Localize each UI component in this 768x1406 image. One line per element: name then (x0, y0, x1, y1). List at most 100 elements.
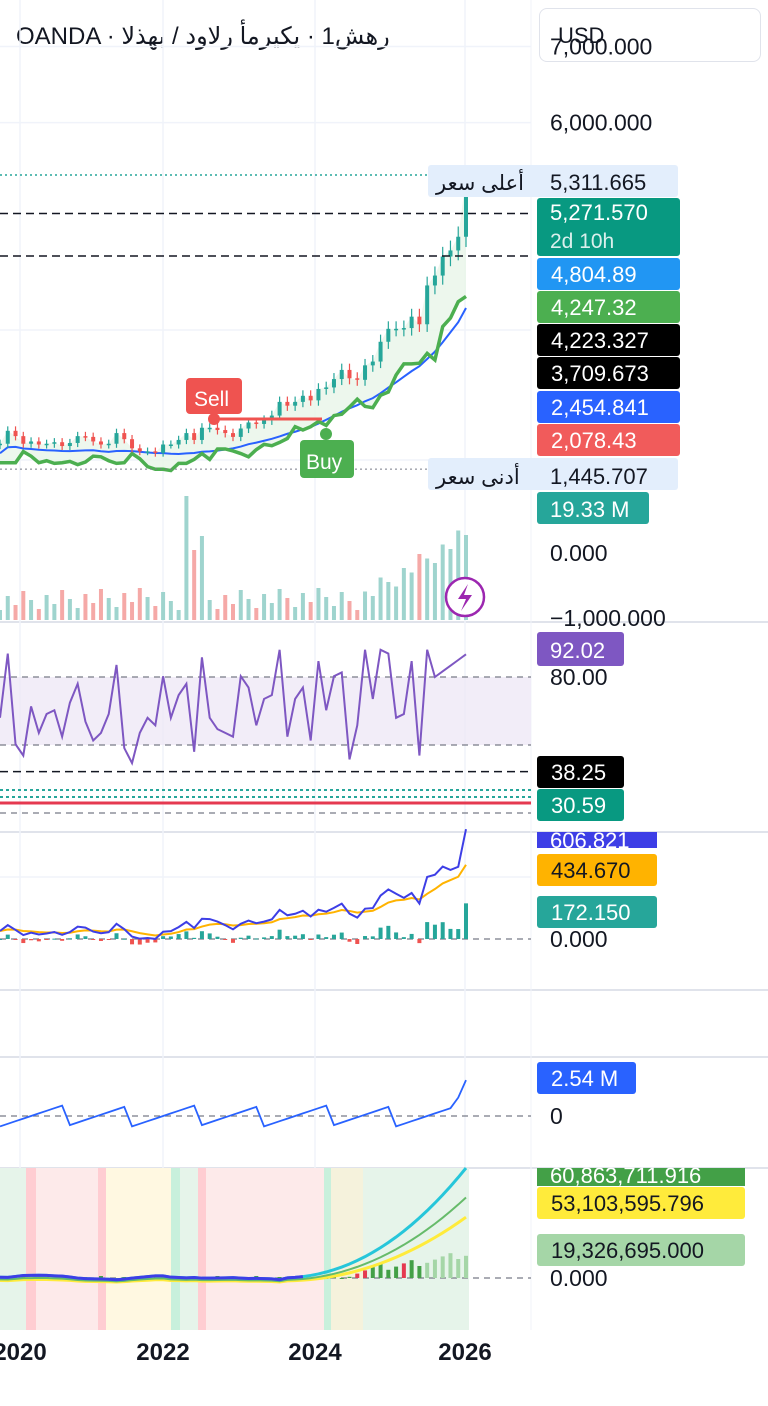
candle-body (176, 439, 181, 445)
macd-histogram-bar (293, 935, 298, 939)
osc-histogram-bar (122, 1277, 127, 1278)
obv-zero-label: 0 (550, 1103, 563, 1129)
macd-histogram-bar (417, 939, 422, 944)
volume-bar (44, 595, 49, 620)
candle-body (308, 395, 313, 401)
osc-v1-bg (537, 1168, 745, 1186)
candle-body (161, 444, 166, 453)
candle-body (223, 430, 228, 434)
osc-v1-label: 60,863,711.916 (550, 1163, 701, 1188)
osc-histogram-bar (355, 1273, 360, 1278)
macd-histogram-bar (176, 934, 181, 939)
level-label-1-bg (537, 258, 680, 290)
candle-body (231, 433, 235, 437)
volume-axis-tick-0: 0.000 (550, 540, 608, 566)
level-label-5: 2,454.841 (551, 395, 649, 420)
x-axis-label-3: 2026 (438, 1339, 491, 1366)
macd-histogram-bar (394, 932, 399, 939)
level-label-2: 4,247.32 (551, 295, 637, 320)
macd-histogram-bar (300, 934, 305, 939)
macd-histogram-bar (324, 937, 329, 939)
candle-body (145, 451, 150, 453)
osc-histogram-bar (363, 1270, 368, 1278)
candle-body (0, 443, 2, 446)
macd-histogram-bar (409, 933, 414, 939)
candle-body (83, 436, 88, 438)
level-label-1: 4,804.89 (551, 262, 637, 287)
volume-bar (432, 563, 437, 620)
macd-histogram-bar (67, 938, 72, 940)
volume-bar (67, 599, 72, 620)
osc-zero-label: 0.000 (550, 1265, 608, 1291)
candle-body (207, 427, 212, 430)
macd-histogram-bar (114, 933, 119, 939)
currency-button[interactable]: USD (539, 8, 761, 62)
regime-band-1 (26, 1168, 36, 1330)
last-price-bg (537, 198, 680, 256)
volume-bar (36, 609, 41, 620)
regime-band-6 (180, 1168, 198, 1330)
candle-body (394, 328, 399, 331)
rsi-band (0, 677, 531, 745)
symbol-title[interactable]: OANDA · رهش1 · يكيرمأ رلاود / بهذلا (16, 23, 390, 50)
level-label-4-bg (537, 357, 680, 389)
candle-body (199, 427, 204, 440)
regime-band-5 (171, 1168, 180, 1330)
sell-signal-label: Sell (194, 388, 229, 411)
volume-bar (161, 592, 166, 620)
volume-bar (75, 608, 80, 620)
candle-body (246, 422, 251, 429)
candle-body (13, 430, 18, 437)
high-label-text: أعلى سعر (435, 169, 524, 195)
macd-hist-label-bg (537, 896, 657, 928)
macd-histogram-bar (91, 939, 96, 940)
macd-zero-label: 0.000 (550, 926, 608, 952)
candle-body (432, 275, 437, 286)
osc-histogram-bar (339, 1278, 344, 1279)
level-label-3-bg (537, 324, 680, 356)
volume-bar (394, 586, 399, 620)
osc-v3-label: 19,326,695.000 (551, 1238, 704, 1263)
volume-bar (176, 610, 181, 620)
volume-bar (114, 607, 119, 620)
osc-v2-label-bg (537, 1187, 745, 1219)
macd-histogram-bar (0, 939, 2, 940)
lightning-bolt-glyph (458, 584, 472, 611)
macd-histogram-bar (440, 922, 445, 939)
low-label-text: أدنى سعر (435, 463, 520, 489)
macd-histogram-bar (448, 928, 453, 939)
low-price-label: 1,445.707 (550, 464, 648, 489)
volume-bar (339, 592, 344, 620)
obv-line (0, 1079, 467, 1128)
regime-band-10 (331, 1168, 363, 1330)
regime-band-2 (36, 1168, 98, 1330)
candle-body (60, 442, 65, 447)
volume-bar (153, 606, 158, 620)
volume-bar (246, 599, 251, 620)
macd-histogram-bar (215, 936, 220, 939)
candle-body (168, 444, 173, 447)
macd-histogram-bar (13, 939, 18, 940)
osc-line-blue (0, 1273, 304, 1282)
candle-body (67, 442, 72, 447)
candle-body (44, 443, 49, 446)
volume-bar (21, 591, 26, 620)
macd-histogram-bar (316, 934, 321, 939)
macd-histogram-bar (29, 939, 34, 941)
osc-histogram-bar (417, 1266, 422, 1278)
macd-histogram-bar (238, 937, 243, 939)
macd-histogram-bar (199, 931, 204, 939)
macd-histogram-bar (44, 939, 49, 940)
volume-bar (417, 554, 422, 620)
macd-histogram-bar (52, 938, 57, 940)
volume-bar (269, 603, 274, 620)
low-label-bg (428, 458, 678, 490)
level-label-3: 4,223.327 (551, 328, 649, 353)
regime-band-7 (198, 1168, 206, 1330)
osc-histogram-bar (425, 1262, 430, 1278)
x-axis-label-2: 2024 (288, 1339, 342, 1366)
macd-histogram-bar (401, 937, 406, 939)
rsi-value-bg (537, 632, 624, 666)
volume-bar (409, 572, 414, 620)
